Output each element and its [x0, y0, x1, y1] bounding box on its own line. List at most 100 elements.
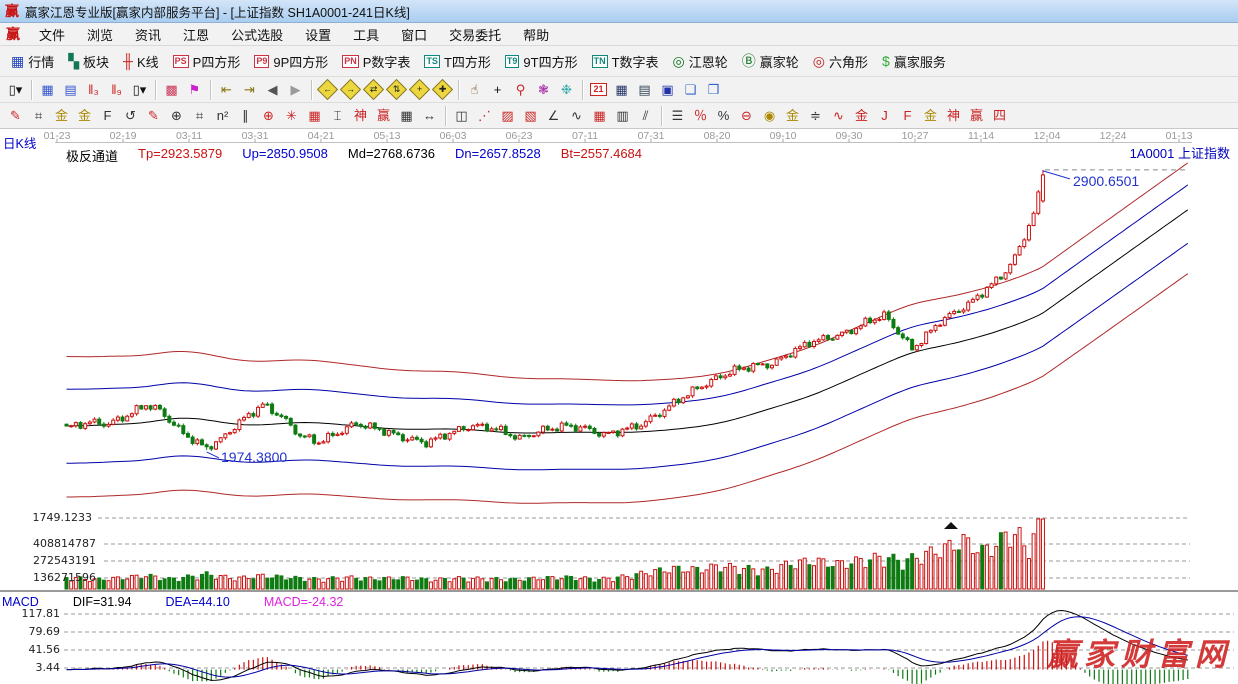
tool-beam-tool[interactable]: ⌶: [333, 108, 342, 123]
menu-item-9[interactable]: 帮助: [523, 27, 550, 43]
tool-fan-box-2[interactable]: ▧: [524, 108, 537, 123]
tool-diamond-swap[interactable]: ⇄: [362, 78, 385, 101]
menu-item-1[interactable]: 浏览: [87, 27, 114, 43]
tool-gold-angle-red[interactable]: 金: [854, 108, 868, 123]
toolbar-button-t-square[interactable]: TS T四方形: [417, 49, 497, 73]
tool-f-angle[interactable]: F: [903, 108, 912, 123]
tool-gann-fan[interactable]: ⋰: [478, 108, 491, 123]
tool-balance-tool[interactable]: ≑: [810, 108, 821, 123]
menu-item-0[interactable]: 文件: [39, 27, 66, 43]
tool-bar-type-dropdown[interactable]: ▯▾: [132, 82, 147, 97]
toolbar-button-9p-square[interactable]: P9 9P四方形: [247, 49, 335, 73]
tool-hand-drag[interactable]: ☝: [470, 82, 479, 97]
tool-win-grid[interactable]: 赢: [376, 108, 390, 123]
tool-shen-angle[interactable]: 神: [946, 108, 960, 123]
tool-fibonacci[interactable]: F: [103, 108, 112, 123]
toolbar-button-quotes[interactable]: ▦ 行情: [4, 49, 61, 73]
toolbar-button-p-number[interactable]: PN P数字表: [335, 49, 417, 73]
menu-item-2[interactable]: 资讯: [135, 27, 162, 43]
menu-item-6[interactable]: 工具: [353, 27, 380, 43]
tool-bars-9[interactable]: ‖₉: [111, 82, 122, 97]
tool-percent-retrace[interactable]: ％: [693, 108, 707, 123]
toolbar-button-winner-service[interactable]: $ 赢家服务: [875, 49, 953, 73]
tool-network-pc[interactable]: ❒: [707, 82, 720, 97]
tool-angle-line[interactable]: ∠: [547, 108, 560, 123]
toolbar-button-p-square[interactable]: PS P四方形: [166, 49, 248, 73]
tool-spiral[interactable]: ↺: [125, 108, 136, 123]
tool-gold-split-2[interactable]: 金: [77, 108, 91, 123]
tool-target-red[interactable]: ⊕: [263, 108, 274, 123]
tool-square-web[interactable]: ▦: [308, 108, 321, 123]
tool-step-back[interactable]: ◀: [267, 82, 278, 97]
tool-grid-lines[interactable]: ⌗: [34, 108, 43, 123]
tool-bars-3[interactable]: ‖₃: [88, 82, 99, 97]
tool-pencil[interactable]: ✎: [10, 108, 21, 123]
toolbar-button-sectors[interactable]: ▚ 板块: [61, 49, 116, 73]
period-tab[interactable]: 日K线: [3, 137, 37, 151]
tool-calculator[interactable]: ▦: [615, 82, 628, 97]
tool-diamond-left[interactable]: ←: [316, 78, 339, 101]
toolbar-button-hexagon[interactable]: ◎ 六角形: [806, 49, 875, 73]
tool-pencil-angle[interactable]: ✎: [148, 108, 159, 123]
tool-grid-lines-2[interactable]: ⌗: [195, 108, 204, 123]
tool-level-lines[interactable]: ☰: [671, 108, 684, 123]
toolbar-button-9t-square[interactable]: T9 9T四方形: [498, 49, 585, 73]
toolbar-button-gann-wheel[interactable]: ◎ 江恩轮: [666, 49, 735, 73]
tool-h-measure[interactable]: ↔: [423, 108, 436, 123]
tool-fan-box[interactable]: ▨: [501, 108, 514, 123]
tool-notebook[interactable]: ▤: [638, 82, 651, 97]
tool-gann-brain-1[interactable]: ❃: [538, 82, 549, 97]
menu-item-5[interactable]: 设置: [305, 27, 332, 43]
menu-item-4[interactable]: 公式选股: [231, 27, 284, 43]
tool-gold-split-1[interactable]: 金: [54, 108, 68, 123]
tool-crosshair[interactable]: +: [493, 82, 502, 97]
tool-v-grid[interactable]: ▥: [616, 108, 629, 123]
tool-calendar[interactable]: 21: [587, 79, 610, 100]
tool-go-first[interactable]: ⇤: [221, 82, 232, 97]
tool-j-angle[interactable]: J: [881, 108, 888, 123]
tool-flag-chart[interactable]: ⚑: [188, 82, 201, 97]
tool-gold-angle[interactable]: 金: [923, 108, 937, 123]
tool-percent-plain[interactable]: %: [717, 108, 730, 123]
menu-item-3[interactable]: 江恩: [183, 27, 210, 43]
tool-board-list[interactable]: ▤: [64, 82, 77, 97]
tool-parallel-rays[interactable]: ⫽: [642, 108, 649, 123]
menu-item-7[interactable]: 窗口: [401, 27, 428, 43]
tool-diamond-right[interactable]: →: [339, 78, 362, 101]
tool-parallel-channel[interactable]: ∥: [242, 108, 249, 123]
tool-gold-circle[interactable]: ◉: [763, 108, 776, 123]
tool-red-wave[interactable]: ∿: [833, 108, 844, 123]
tool-gann-brain-2[interactable]: ❉: [561, 82, 572, 97]
tool-go-last[interactable]: ⇥: [244, 82, 255, 97]
chart-area[interactable]: 2900.6501 1974.3800 日K线 01-23 02-19 03-11 03…: [0, 129, 1238, 684]
tool-shen-grid[interactable]: 神: [353, 108, 367, 123]
indicator-name[interactable]: 极反通道: [66, 149, 119, 164]
toolbar-button-kline[interactable]: ╫ K线: [116, 49, 166, 73]
tool-percent-circle[interactable]: ⊖: [741, 108, 752, 123]
tool-star-web[interactable]: ✳: [286, 108, 297, 123]
tool-frame-tool[interactable]: ◫: [455, 108, 468, 123]
tool-save-disk[interactable]: ▣: [661, 82, 674, 97]
tool-kline-style-dropdown[interactable]: ▯▾: [8, 82, 23, 97]
tool-four-angle[interactable]: 四: [992, 108, 1006, 123]
tool-diamond-vswap[interactable]: ⇅: [385, 78, 408, 101]
chart-canvas[interactable]: 2900.6501 1974.3800: [0, 129, 1238, 684]
tool-wave-tool[interactable]: ∿: [571, 108, 582, 123]
tool-gold-levels[interactable]: 金: [785, 108, 799, 123]
tool-pattern-window[interactable]: ▦: [41, 82, 54, 97]
tool-windows-cascade[interactable]: ❏: [684, 82, 697, 97]
macd-header: MACD DIF=31.94 DEA=44.10 MACD=-24.32: [2, 595, 343, 609]
tool-pattern-red[interactable]: ▩: [165, 82, 178, 97]
tool-diamond-zoom-all[interactable]: ✚: [431, 78, 454, 101]
menu-item-8[interactable]: 交易委托: [449, 27, 502, 43]
tool-zoom-search[interactable]: ⚲: [515, 82, 526, 97]
tool-red-grid[interactable]: ▦: [593, 108, 606, 123]
tool-n-square[interactable]: n²: [216, 108, 229, 123]
toolbar-button-t-number[interactable]: TN T数字表: [585, 49, 666, 73]
toolbar-button-winner-wheel[interactable]: Ⓑ 赢家轮: [735, 49, 806, 73]
tool-diamond-zoom-in[interactable]: +: [408, 78, 431, 101]
tool-grid-123[interactable]: ▦: [400, 108, 413, 123]
tool-win-angle[interactable]: 赢: [969, 108, 983, 123]
tool-gann-clock[interactable]: ⊕: [171, 108, 182, 123]
tool-step-forward[interactable]: ▶: [290, 82, 301, 97]
